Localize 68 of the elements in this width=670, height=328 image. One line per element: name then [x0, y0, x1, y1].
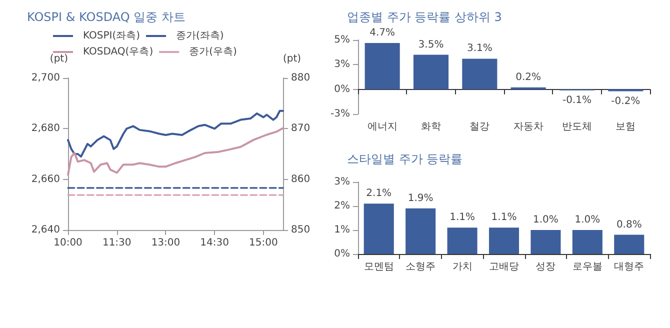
- x-tick-label: 10:00: [54, 238, 82, 248]
- y-tick-label: 2,660: [31, 174, 60, 185]
- bar: [530, 230, 561, 254]
- chart-title: 업종별 주가 등락률 상하위 3: [347, 10, 502, 24]
- bar: [614, 234, 644, 254]
- y-tick-label: 1%: [334, 224, 350, 236]
- y-tick-label: 3%: [334, 59, 350, 70]
- y-tick-label: 2%: [334, 200, 350, 212]
- bar: [462, 58, 498, 90]
- x-tick-label: 화학: [421, 122, 441, 132]
- data-label: 0.2%: [516, 72, 542, 83]
- bar: [413, 54, 449, 90]
- y-tick-label: 5%: [334, 34, 350, 46]
- x-tick-label: 11:30: [102, 238, 132, 248]
- x-tick-label: 대형주: [614, 262, 644, 272]
- y2-tick-label: 860: [291, 174, 310, 185]
- x-tick-label: 성장: [536, 262, 556, 272]
- x-tick-label: 15:00: [249, 238, 278, 248]
- data-label: 1.0%: [533, 214, 558, 226]
- x-tick-label: 로우볼: [572, 262, 602, 272]
- data-label: 1.9%: [408, 192, 434, 204]
- y2-tick-label: 870: [291, 123, 310, 134]
- x-tick-label: 모멘텀: [364, 262, 394, 272]
- data-label: -0.1%: [562, 94, 592, 106]
- line-series: [67, 110, 284, 158]
- data-label: 3.1%: [466, 43, 492, 54]
- legend-label: 종가(좌측): [176, 30, 224, 42]
- y-tick-label: 0%: [334, 84, 350, 95]
- legend-label: KOSPI(좌측): [83, 30, 140, 42]
- data-label: 2.1%: [366, 188, 392, 200]
- bar: [447, 228, 478, 254]
- x-tick-label: 반도체: [562, 122, 592, 132]
- x-tick-label: 가치: [452, 262, 472, 272]
- x-tick-label: 자동차: [513, 122, 544, 132]
- y2-axis-title: (pt): [283, 54, 302, 64]
- y-axis-title: (pt): [50, 54, 68, 64]
- x-tick-label: 소형주: [406, 262, 436, 272]
- data-label: 1.1%: [491, 212, 517, 224]
- y-tick-label: 0%: [334, 248, 350, 260]
- y-tick-label: 2,700: [31, 72, 60, 84]
- data-label: 0.8%: [616, 219, 642, 230]
- legend-label: KOSDAQ(우측): [83, 46, 154, 58]
- bar: [572, 230, 602, 254]
- x-tick-label: 철강: [470, 122, 490, 132]
- bar: [364, 204, 394, 254]
- bar: [406, 208, 436, 254]
- chart-title: KOSPI & KOSDAQ 일중 차트: [27, 10, 186, 24]
- y-tick-label: 3%: [334, 176, 350, 188]
- y-tick-label: 2,640: [31, 224, 60, 236]
- x-tick-label: 13:00: [151, 238, 180, 248]
- chart-title: 스타일별 주가 등락률: [347, 152, 463, 166]
- y-tick-label: 2,680: [31, 123, 60, 134]
- y-tick-label: -3%: [330, 108, 350, 120]
- y2-tick-label: 880: [291, 72, 310, 84]
- bar: [364, 42, 400, 90]
- data-label: -0.2%: [611, 96, 640, 107]
- data-label: 1.0%: [574, 214, 600, 226]
- x-tick-label: 에너지: [367, 122, 398, 132]
- data-label: 1.1%: [450, 212, 475, 224]
- x-tick-label: 고배당: [489, 262, 519, 272]
- x-tick-label: 14:30: [200, 238, 230, 248]
- bar: [488, 228, 520, 254]
- line-series: [67, 127, 284, 176]
- data-label: 3.5%: [418, 39, 444, 50]
- x-tick-label: 보험: [616, 122, 636, 132]
- legend-label: 종가(우측): [189, 46, 237, 58]
- y2-tick-label: 850: [291, 224, 310, 236]
- data-label: 4.7%: [370, 27, 396, 38]
